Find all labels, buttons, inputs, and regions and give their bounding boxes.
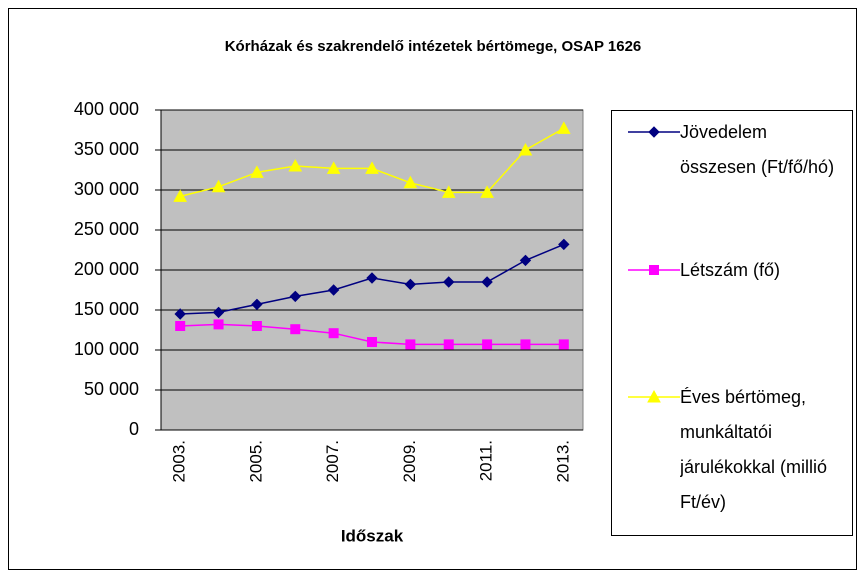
marker [441, 185, 456, 198]
marker [558, 238, 570, 251]
marker [403, 175, 418, 189]
marker [482, 339, 493, 350]
legend-box [611, 110, 853, 536]
marker [327, 284, 340, 296]
x-tick-label: 2013. [553, 440, 572, 483]
marker [251, 298, 263, 311]
x-tick-label: 2009. [400, 440, 419, 483]
marker [212, 306, 225, 319]
marker [328, 328, 339, 339]
x-tick-label: 2011. [477, 440, 496, 481]
marker [518, 142, 533, 156]
marker [289, 290, 301, 303]
y-tick-label: 150 000 [74, 299, 139, 319]
marker [326, 161, 341, 174]
marker [174, 308, 186, 320]
y-tick-label: 350 000 [74, 139, 139, 159]
marker [290, 324, 301, 335]
marker [213, 319, 224, 330]
marker [556, 121, 571, 134]
marker [173, 189, 188, 202]
legend-entry: Jövedelem összesen (Ft/fő/hó) [680, 122, 835, 177]
marker [288, 158, 303, 172]
marker [211, 179, 226, 193]
legend-label: Éves bértömeg, munkáltatói járulékokkal … [680, 387, 828, 512]
marker [648, 126, 660, 138]
marker [558, 339, 569, 350]
marker [175, 321, 186, 331]
y-tick-label: 200 000 [74, 259, 139, 279]
marker [649, 265, 659, 275]
marker [250, 165, 264, 178]
y-tick-label: 50 000 [84, 379, 139, 399]
y-tick-label: 0 [129, 419, 139, 439]
marker [443, 276, 455, 288]
legend-label: Jövedelem összesen (Ft/fő/hó) [680, 122, 835, 177]
marker [404, 278, 417, 291]
marker [251, 321, 262, 331]
y-tick-label: 300 000 [74, 179, 139, 199]
y-tick-label: 100 000 [74, 339, 139, 359]
y-tick-label: 400 000 [74, 99, 139, 119]
x-axis-label: Időszak [341, 526, 404, 545]
marker [519, 254, 532, 267]
marker [520, 339, 531, 350]
chart-title: Kórházak és szakrendelő intézetek bértöm… [225, 38, 642, 55]
legend-entry: Létszám (fő) [680, 260, 781, 280]
legend-entry: Éves bértömeg, munkáltatói járulékokkal … [680, 387, 828, 512]
marker [367, 337, 377, 347]
y-tick-label: 250 000 [74, 219, 139, 239]
marker [365, 161, 379, 174]
x-tick-label: 2005. [246, 440, 265, 483]
marker [481, 276, 493, 288]
marker [405, 339, 416, 350]
x-tick-label: 2007. [323, 440, 342, 483]
marker [480, 185, 494, 198]
marker [443, 339, 454, 350]
marker [647, 389, 661, 403]
x-tick-label: 2003. [170, 440, 189, 483]
marker [366, 272, 378, 284]
legend-label: Létszám (fő) [680, 260, 781, 280]
